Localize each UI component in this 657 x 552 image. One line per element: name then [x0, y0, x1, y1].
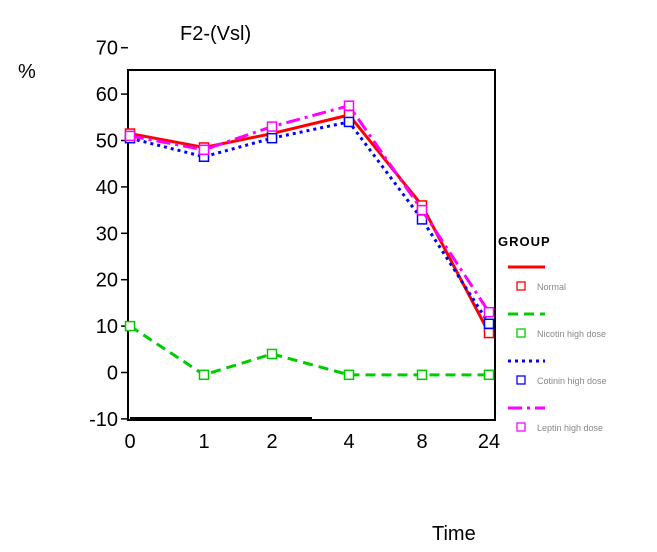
- x-tick-label: 0: [124, 431, 135, 453]
- series-line-2: [129, 120, 491, 325]
- y-tick-label: 30: [96, 223, 118, 245]
- data-point: [483, 306, 495, 318]
- y-tick-label: 40: [96, 177, 118, 199]
- data-point: [343, 116, 355, 128]
- legend-marker-3: [516, 422, 526, 432]
- x-tick-label: 8: [416, 431, 427, 453]
- data-point: [266, 348, 278, 360]
- y-tick-label: -10: [89, 409, 118, 431]
- chart-title: F2-(Vsl): [180, 23, 251, 45]
- legend-marker-1: [516, 328, 526, 338]
- data-point: [124, 130, 136, 142]
- y-tick-label: 10: [96, 316, 118, 338]
- data-point: [483, 369, 495, 381]
- data-point: [343, 369, 355, 381]
- data-point: [198, 369, 210, 381]
- y-tick-label: 50: [96, 131, 118, 153]
- legend-label-0: Normal: [537, 282, 566, 292]
- legend-label-1: Nicotin high dose: [537, 329, 606, 339]
- y-axis-ticks: 70 60 50 40 30 20 10 0 -10: [89, 38, 128, 431]
- y-tick-label: 70: [96, 38, 118, 60]
- legend-label-3: Leptin high dose: [537, 423, 603, 433]
- legend: GROUP Normal Nicotin high dose Cotinin hig…: [498, 234, 607, 433]
- legend-title: GROUP: [498, 234, 551, 249]
- series-line-0: [129, 113, 491, 334]
- legend-marker-0: [516, 281, 526, 291]
- data-point: [416, 369, 428, 381]
- series-group: [124, 100, 495, 381]
- x-tick-label: 4: [343, 431, 354, 453]
- y-tick-label: 0: [107, 363, 118, 385]
- legend-label-2: Cotinin high dose: [537, 376, 607, 386]
- x-axis-label: Time: [432, 523, 476, 545]
- x-tick-label: 24: [478, 431, 500, 453]
- data-point: [343, 100, 355, 111]
- series-line-1: [129, 324, 489, 377]
- data-point: [483, 318, 495, 330]
- data-point: [483, 327, 495, 339]
- y-tick-label: 20: [96, 270, 118, 292]
- x-tick-label: 1: [198, 431, 209, 453]
- y-axis-label: %: [18, 61, 36, 83]
- data-point: [266, 132, 278, 144]
- x-axis-ticks: 0 1 2 4 8 24: [124, 431, 500, 453]
- x-tick-label: 2: [266, 431, 277, 453]
- series-line-3: [129, 103, 491, 314]
- data-point: [416, 204, 428, 216]
- data-point: [266, 121, 278, 132]
- data-point: [124, 320, 136, 332]
- legend-marker-2: [516, 375, 526, 385]
- data-point: [198, 144, 210, 156]
- y-tick-label: 60: [96, 84, 118, 106]
